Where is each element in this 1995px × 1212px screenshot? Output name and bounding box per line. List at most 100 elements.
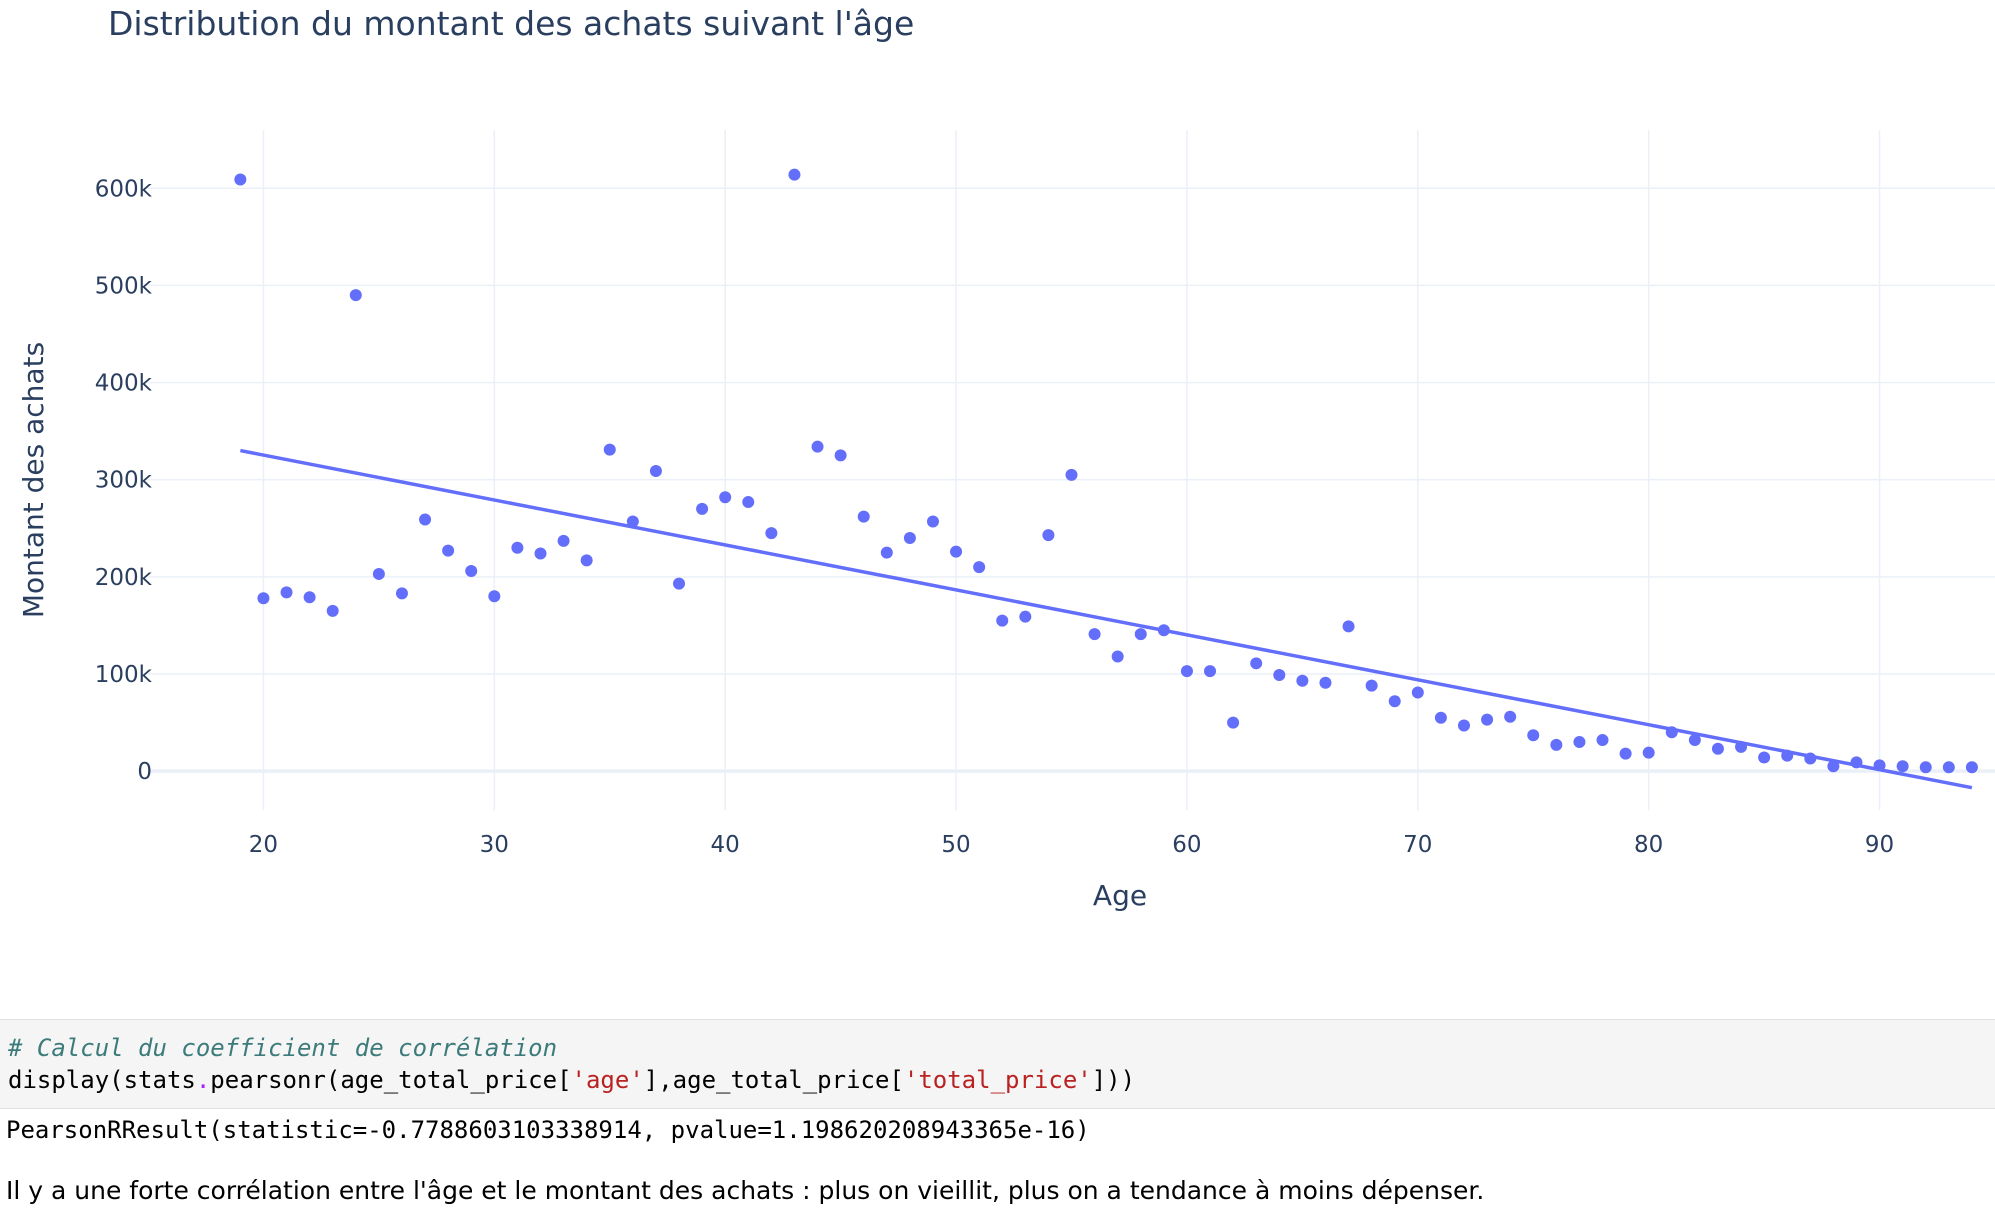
data-point[interactable] xyxy=(1319,676,1332,689)
data-point[interactable] xyxy=(1411,686,1424,699)
data-point[interactable] xyxy=(1527,729,1540,742)
code-cell[interactable]: # Calcul du coefficient de corrélation d… xyxy=(0,1019,1995,1109)
data-point[interactable] xyxy=(1227,716,1240,729)
data-point[interactable] xyxy=(395,587,408,600)
data-point[interactable] xyxy=(973,561,986,574)
data-point[interactable] xyxy=(557,534,570,547)
data-point[interactable] xyxy=(1942,761,1955,774)
data-point[interactable] xyxy=(1111,650,1124,663)
data-point[interactable] xyxy=(1596,734,1609,747)
data-point[interactable] xyxy=(1042,529,1055,542)
data-point[interactable] xyxy=(234,173,247,186)
data-point[interactable] xyxy=(442,544,455,557)
data-point[interactable] xyxy=(1619,747,1632,760)
data-point[interactable] xyxy=(1273,668,1286,681)
data-point[interactable] xyxy=(257,592,270,605)
data-point[interactable] xyxy=(1457,719,1470,732)
scatter-chart: Distribution du montant des achats suiva… xyxy=(17,4,1995,912)
y-axis-title: Montant des achats xyxy=(17,342,50,618)
data-point[interactable] xyxy=(534,547,547,560)
x-tick-label: 20 xyxy=(249,832,278,858)
data-point[interactable] xyxy=(834,449,847,462)
data-point[interactable] xyxy=(465,565,478,578)
data-point[interactable] xyxy=(326,604,339,617)
data-point[interactable] xyxy=(1180,665,1193,678)
grid xyxy=(148,130,1995,810)
data-point[interactable] xyxy=(765,527,778,540)
data-point[interactable] xyxy=(1804,752,1817,765)
data-point[interactable] xyxy=(303,591,316,604)
data-point[interactable] xyxy=(372,567,385,580)
data-point[interactable] xyxy=(580,554,593,567)
data-point[interactable] xyxy=(673,577,686,590)
code-comment: # Calcul du coefficient de corrélation xyxy=(8,1034,558,1062)
data-point[interactable] xyxy=(742,496,755,509)
data-point[interactable] xyxy=(603,443,616,456)
y-tick-label: 600k xyxy=(95,176,153,202)
data-point[interactable] xyxy=(1434,711,1447,724)
data-point[interactable] xyxy=(788,168,801,181)
data-point[interactable] xyxy=(1642,746,1655,759)
data-point[interactable] xyxy=(1388,695,1401,708)
data-points xyxy=(234,168,1978,774)
data-point[interactable] xyxy=(1504,710,1517,723)
data-point[interactable] xyxy=(1896,760,1909,773)
data-point[interactable] xyxy=(719,491,732,504)
data-point[interactable] xyxy=(280,586,293,599)
data-point[interactable] xyxy=(1711,742,1724,755)
code-string: 'total_price' xyxy=(903,1066,1092,1094)
code-token: ])) xyxy=(1091,1066,1136,1094)
data-point[interactable] xyxy=(811,440,824,453)
code-token: display(stats xyxy=(8,1066,196,1094)
data-point[interactable] xyxy=(1019,610,1032,623)
data-point[interactable] xyxy=(1781,749,1794,762)
data-point[interactable] xyxy=(1550,738,1563,751)
data-point[interactable] xyxy=(996,614,1009,627)
data-point[interactable] xyxy=(1665,726,1678,739)
data-point[interactable] xyxy=(1850,756,1863,769)
y-tick-label: 0 xyxy=(137,759,152,785)
data-point[interactable] xyxy=(1296,674,1309,687)
data-point[interactable] xyxy=(1758,751,1771,764)
data-point[interactable] xyxy=(903,532,916,544)
data-point[interactable] xyxy=(950,545,963,558)
x-tick-label: 80 xyxy=(1634,832,1663,858)
trendline xyxy=(240,448,1973,790)
data-point[interactable] xyxy=(488,590,501,603)
data-point[interactable] xyxy=(1873,759,1886,772)
data-point[interactable] xyxy=(1365,679,1378,692)
x-tick-label: 70 xyxy=(1403,832,1432,858)
data-point[interactable] xyxy=(857,510,870,523)
data-point[interactable] xyxy=(926,515,939,528)
data-point[interactable] xyxy=(880,546,893,559)
y-tick-label: 500k xyxy=(95,273,153,299)
data-point[interactable] xyxy=(1481,713,1494,726)
y-tick-label: 200k xyxy=(95,565,153,591)
data-point[interactable] xyxy=(1735,740,1748,753)
data-point[interactable] xyxy=(1342,620,1355,633)
cell-output: PearsonRResult(statistic=-0.778860310333… xyxy=(6,1116,1090,1144)
data-point[interactable] xyxy=(696,502,709,515)
y-tick-label: 400k xyxy=(95,371,153,397)
code-line: display(stats.pearsonr(age_total_price['… xyxy=(8,1066,1135,1094)
data-point[interactable] xyxy=(419,513,432,526)
data-point[interactable] xyxy=(1919,761,1932,774)
y-tick-label: 100k xyxy=(95,662,153,688)
data-point[interactable] xyxy=(1204,665,1217,678)
data-point[interactable] xyxy=(1157,624,1170,637)
trendline-group xyxy=(240,448,1973,790)
data-point[interactable] xyxy=(1088,628,1101,641)
data-point[interactable] xyxy=(1134,628,1147,641)
tick-labels: 20 30 40 50 60 70 80 90 0 100k 200k 300k 400k 500k 600… xyxy=(95,176,1894,858)
data-point[interactable] xyxy=(1688,734,1701,747)
data-point[interactable] xyxy=(511,541,524,554)
y-tick-label: 300k xyxy=(95,468,153,494)
data-point[interactable] xyxy=(1250,657,1263,670)
data-point[interactable] xyxy=(1827,760,1840,773)
data-point[interactable] xyxy=(626,515,639,528)
data-point[interactable] xyxy=(349,289,362,302)
data-point[interactable] xyxy=(1965,761,1978,774)
data-point[interactable] xyxy=(1065,468,1078,481)
data-point[interactable] xyxy=(649,464,662,477)
data-point[interactable] xyxy=(1573,736,1586,748)
